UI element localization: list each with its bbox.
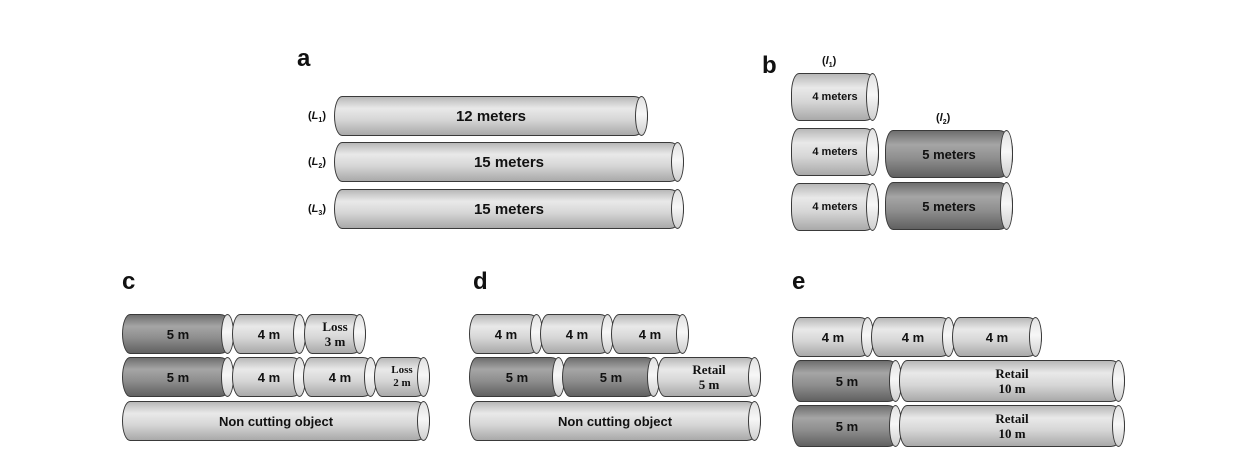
stock-bar-l1: 12 meters — [334, 96, 648, 136]
cut-piece-4m: 4 m — [611, 314, 689, 354]
cut-piece-4m: 4 m — [952, 317, 1042, 357]
cut-piece-5m: 5 m — [469, 357, 565, 397]
loss-piece: Loss 2 m — [374, 357, 430, 397]
cut-piece-4m: 4 m — [232, 314, 306, 354]
order-piece-4m: 4 meters — [791, 73, 879, 121]
panel-label-c: c — [122, 268, 136, 295]
order-piece-4m: 4 meters — [791, 183, 879, 231]
cut-piece-5m: 5 m — [792, 405, 902, 447]
length-tag-l2: (L2) — [308, 156, 326, 171]
non-cutting-object: Non cutting object — [122, 401, 430, 441]
retail-piece: Retail 10 m — [899, 405, 1125, 447]
panel-label-d: d — [473, 268, 488, 295]
stock-bar-l2: 15 meters — [334, 142, 684, 182]
stock-bar-l3: 15 meters — [334, 189, 684, 229]
panel-label-a: a — [297, 45, 311, 72]
order-piece-5m: 5 meters — [885, 182, 1013, 230]
cut-piece-4m: 4 m — [540, 314, 614, 354]
order-piece-5m: 5 meters — [885, 130, 1013, 178]
retail-piece: Retail 5 m — [657, 357, 761, 397]
cut-piece-5m: 5 m — [122, 357, 234, 397]
length-tag-l2-small: (l2) — [936, 112, 951, 127]
panel-label-e: e — [792, 268, 806, 295]
cut-piece-4m: 4 m — [469, 314, 543, 354]
cut-piece-4m: 4 m — [303, 357, 377, 397]
order-piece-4m: 4 meters — [791, 128, 879, 176]
panel-label-b: b — [762, 52, 777, 79]
cut-piece-5m: 5 m — [122, 314, 234, 354]
cut-piece-4m: 4 m — [871, 317, 955, 357]
length-tag-l1-small: (l1) — [822, 55, 837, 70]
retail-piece: Retail 10 m — [899, 360, 1125, 402]
cut-piece-4m: 4 m — [792, 317, 874, 357]
cut-piece-5m: 5 m — [562, 357, 660, 397]
cut-piece-4m: 4 m — [232, 357, 306, 397]
non-cutting-object: Non cutting object — [469, 401, 761, 441]
loss-piece: Loss 3 m — [304, 314, 366, 354]
cut-piece-5m: 5 m — [792, 360, 902, 402]
length-tag-l3: (L3) — [308, 203, 326, 218]
length-tag-l1: (L1) — [308, 110, 326, 125]
